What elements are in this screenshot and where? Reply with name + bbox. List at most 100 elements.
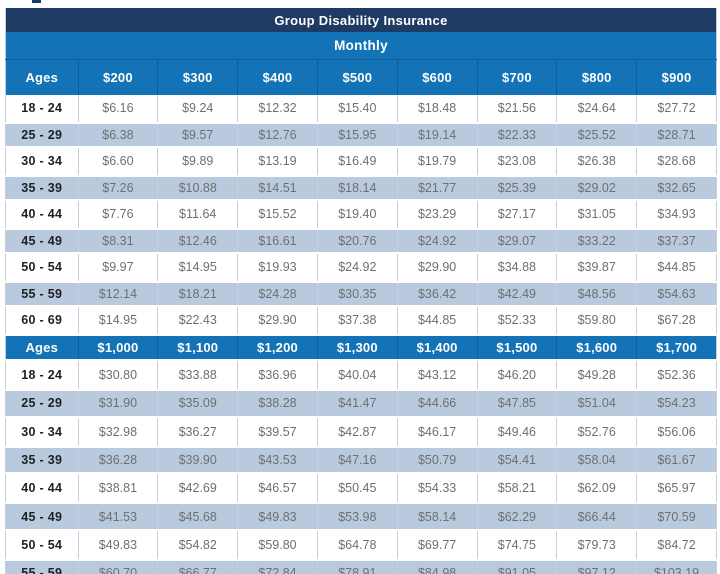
rate-cell: $41.53 bbox=[77, 502, 158, 531]
rate-cell: $54.23 bbox=[636, 389, 717, 418]
age-range-cell: 60 - 69 bbox=[5, 306, 79, 335]
rate-cell: $40.04 bbox=[316, 360, 398, 391]
rate-cell: $10.88 bbox=[157, 174, 238, 201]
rate-cell: $16.49 bbox=[316, 147, 398, 176]
rate-cell: $56.06 bbox=[636, 416, 717, 447]
rate-cell: $33.88 bbox=[157, 360, 238, 391]
benefit-column-header: $1,200 bbox=[237, 333, 318, 361]
rate-cell: $12.14 bbox=[77, 280, 158, 307]
rate-cell: $20.76 bbox=[316, 227, 398, 254]
rate-cell: $37.37 bbox=[636, 227, 717, 254]
rate-cell: $44.85 bbox=[396, 306, 477, 335]
rate-cell: $42.87 bbox=[316, 416, 398, 447]
rate-row: 40 - 44 $7.76 $11.64 $15.52 $19.40 $23.29 $27.… bbox=[5, 200, 717, 229]
rate-cell: $19.14 bbox=[396, 121, 477, 148]
rate-cell: $9.24 bbox=[157, 95, 238, 123]
rate-cell: $43.53 bbox=[237, 445, 318, 475]
rate-cell: $19.40 bbox=[316, 200, 398, 229]
rate-cell: $84.98 bbox=[396, 559, 477, 574]
rate-cell: $14.51 bbox=[237, 174, 318, 201]
age-range-cell: 30 - 34 bbox=[5, 147, 79, 176]
rate-cell: $36.96 bbox=[237, 360, 318, 391]
rate-cell: $25.52 bbox=[556, 121, 637, 148]
rate-cell: $19.93 bbox=[237, 253, 318, 282]
rate-cell: $18.21 bbox=[157, 280, 238, 307]
age-range-cell: 18 - 24 bbox=[5, 360, 79, 391]
rate-cell: $23.08 bbox=[476, 147, 557, 176]
rate-cell: $97.12 bbox=[556, 559, 637, 574]
rate-cell: $84.72 bbox=[636, 529, 717, 561]
rate-cell: $62.29 bbox=[476, 502, 557, 531]
age-range-cell: 50 - 54 bbox=[5, 529, 79, 561]
rate-cell: $79.73 bbox=[556, 529, 637, 561]
rate-cell: $38.81 bbox=[77, 473, 158, 504]
rate-cell: $23.29 bbox=[396, 200, 477, 229]
rate-cell: $34.88 bbox=[476, 253, 557, 282]
rate-cell: $30.35 bbox=[316, 280, 398, 307]
rate-cell: $12.76 bbox=[237, 121, 318, 148]
rate-cell: $24.92 bbox=[316, 253, 398, 282]
rate-cell: $51.04 bbox=[556, 389, 637, 418]
rate-cell: $35.09 bbox=[157, 389, 238, 418]
rate-row: 25 - 29 $6.38 $9.57 $12.76 $15.95 $19.14 $22.3… bbox=[5, 121, 717, 148]
rate-cell: $14.95 bbox=[157, 253, 238, 282]
age-range-cell: 45 - 49 bbox=[5, 502, 79, 531]
rate-cell: $22.43 bbox=[157, 306, 238, 335]
rate-cell: $39.57 bbox=[237, 416, 318, 447]
rate-cell: $46.57 bbox=[237, 473, 318, 504]
benefit-column-header: $1,100 bbox=[157, 333, 238, 361]
rate-cell: $74.75 bbox=[476, 529, 557, 561]
rate-row: 50 - 54 $9.97 $14.95 $19.93 $24.92 $29.90 $34.… bbox=[5, 253, 717, 282]
rate-cell: $11.64 bbox=[157, 200, 238, 229]
rate-cell: $33.22 bbox=[556, 227, 637, 254]
benefit-column-header: $700 bbox=[476, 59, 557, 95]
rate-cell: $29.02 bbox=[556, 174, 637, 201]
rate-cell: $39.90 bbox=[157, 445, 238, 475]
rate-cell: $50.79 bbox=[396, 445, 477, 475]
rate-cell: $24.64 bbox=[556, 95, 637, 123]
rate-cell: $49.28 bbox=[556, 360, 637, 391]
insurance-table-body: Group Disability Insurance Monthly Ages $… bbox=[5, 8, 717, 574]
rate-cell: $36.42 bbox=[396, 280, 477, 307]
rate-cell: $54.33 bbox=[396, 473, 477, 504]
rate-cell: $59.80 bbox=[556, 306, 637, 335]
benefit-column-header: $800 bbox=[556, 59, 637, 95]
ages-header-cell: Ages bbox=[5, 333, 79, 361]
age-range-cell: 55 - 59 bbox=[5, 280, 79, 307]
rate-cell: $15.95 bbox=[316, 121, 398, 148]
rate-cell: $44.85 bbox=[636, 253, 717, 282]
rate-cell: $15.40 bbox=[316, 95, 398, 123]
rate-cell: $61.67 bbox=[636, 445, 717, 475]
column-header-row: Ages $1,000 $1,100 $1,200 $1,300 $1,400 $1,500… bbox=[5, 333, 717, 361]
rate-cell: $6.38 bbox=[77, 121, 158, 148]
benefit-column-header: $300 bbox=[157, 59, 238, 95]
rate-cell: $58.14 bbox=[396, 502, 477, 531]
table-title: Group Disability Insurance bbox=[5, 8, 717, 32]
age-range-cell: 18 - 24 bbox=[5, 95, 79, 123]
rate-cell: $34.93 bbox=[636, 200, 717, 229]
rate-cell: $49.46 bbox=[476, 416, 557, 447]
rate-cell: $25.39 bbox=[476, 174, 557, 201]
rate-cell: $27.72 bbox=[636, 95, 717, 123]
benefit-column-header: $400 bbox=[237, 59, 318, 95]
rate-cell: $62.09 bbox=[556, 473, 637, 504]
rate-cell: $29.07 bbox=[476, 227, 557, 254]
age-range-cell: 30 - 34 bbox=[5, 416, 79, 447]
benefit-column-header: $900 bbox=[636, 59, 717, 95]
rate-row: 50 - 54 $49.83 $54.82 $59.80 $64.78 $69.77 $74… bbox=[5, 529, 717, 561]
scan-artifact-mark bbox=[32, 0, 41, 3]
rate-cell: $64.78 bbox=[316, 529, 398, 561]
rate-row: 60 - 69 $14.95 $22.43 $29.90 $37.38 $44.85 $52… bbox=[5, 306, 717, 335]
rate-cell: $54.63 bbox=[636, 280, 717, 307]
rate-cell: $21.77 bbox=[396, 174, 477, 201]
age-range-cell: 35 - 39 bbox=[5, 445, 79, 475]
rate-cell: $6.16 bbox=[77, 95, 158, 123]
rate-cell: $28.68 bbox=[636, 147, 717, 176]
rate-row: 40 - 44 $38.81 $42.69 $46.57 $50.45 $54.33 $58… bbox=[5, 473, 717, 504]
rate-cell: $38.28 bbox=[237, 389, 318, 418]
rate-cell: $41.47 bbox=[316, 389, 398, 418]
rate-cell: $70.59 bbox=[636, 502, 717, 531]
rate-cell: $69.77 bbox=[396, 529, 477, 561]
age-range-cell: 50 - 54 bbox=[5, 253, 79, 282]
